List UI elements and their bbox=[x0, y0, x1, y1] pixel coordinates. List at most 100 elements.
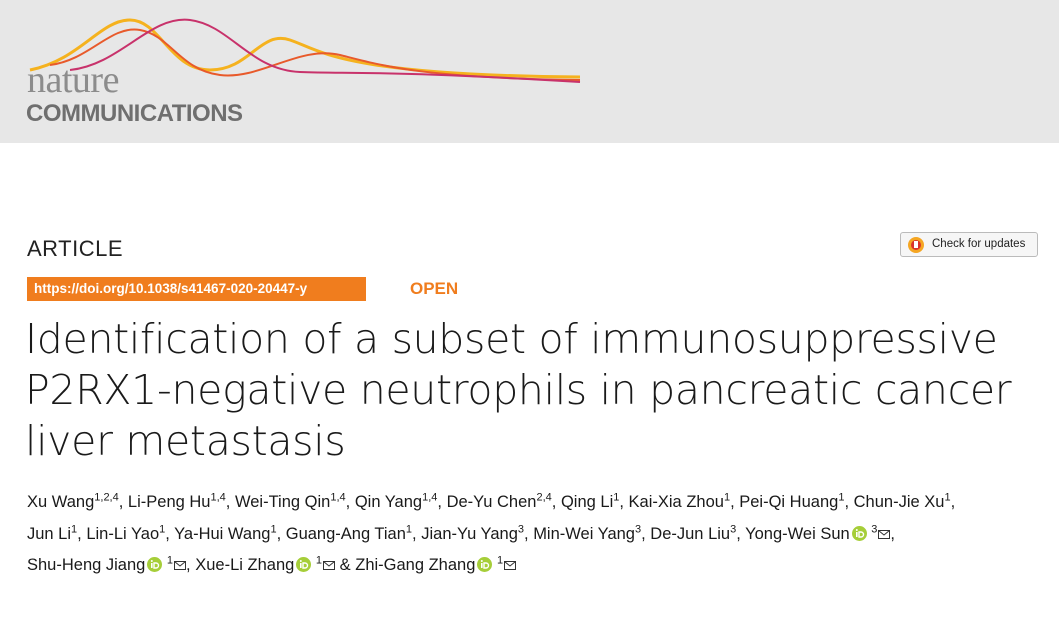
separator: , bbox=[641, 524, 646, 543]
email-icon[interactable] bbox=[323, 561, 336, 570]
separator: , bbox=[844, 493, 850, 511]
author-name: Guang-Ang Tian bbox=[285, 524, 406, 543]
email-icon[interactable] bbox=[174, 561, 187, 570]
separator: , bbox=[730, 493, 735, 511]
author: Min-Wei Yang3, bbox=[533, 523, 646, 543]
author-name: Qin Yang bbox=[354, 493, 423, 511]
author: Xu Wang1,2,4, bbox=[27, 491, 124, 511]
logo-waves bbox=[29, 18, 581, 83]
affiliation: 1 bbox=[838, 491, 845, 504]
author: Guang-Ang Tian1, bbox=[285, 523, 417, 543]
separator: & bbox=[339, 556, 351, 574]
affiliation: 1 bbox=[405, 523, 413, 535]
author-name: Xue-Li Zhang bbox=[195, 556, 295, 574]
affiliation: 2,4 bbox=[536, 491, 552, 504]
affiliation: 1 bbox=[166, 554, 174, 567]
author-name: Li-Peng Hu bbox=[127, 493, 211, 511]
author: Jun Li1, bbox=[27, 523, 82, 543]
separator: , bbox=[77, 524, 82, 543]
author-name: Zhi-Gang Zhang bbox=[355, 556, 476, 574]
author: Pei-Qi Huang1, bbox=[739, 491, 850, 511]
open-access: OPEN bbox=[410, 279, 459, 298]
article-type: ARTICLE bbox=[27, 236, 124, 261]
author-name: Kai-Xia Zhou bbox=[628, 493, 724, 511]
author: De-Jun Liu3, bbox=[650, 523, 741, 543]
author-name: Jian-Yu Yang bbox=[421, 524, 518, 543]
affiliation: 1,4 bbox=[330, 491, 346, 504]
author-name: De-Jun Liu bbox=[650, 524, 731, 543]
author: De-Yu Chen2,4, bbox=[446, 491, 557, 511]
separator: , bbox=[736, 524, 741, 543]
button-label: Check for updates bbox=[932, 238, 1026, 250]
affiliation: 1 bbox=[613, 491, 620, 504]
author-name: Yong-Wei Sun bbox=[745, 524, 850, 543]
author-name: De-Yu Chen bbox=[446, 493, 537, 511]
separator: , bbox=[412, 524, 417, 543]
author: Qing Li1, bbox=[560, 491, 624, 511]
author: Kai-Xia Zhou1, bbox=[628, 491, 735, 511]
affiliation: 3 bbox=[634, 523, 642, 535]
title-line: Identification of a subset of immunosupp… bbox=[25, 315, 998, 363]
affiliation: 1,2,4 bbox=[94, 491, 119, 504]
author-name: Pei-Qi Huang bbox=[739, 493, 839, 511]
separator: , bbox=[186, 556, 191, 574]
title-line: liver metastasis bbox=[25, 417, 346, 465]
separator: , bbox=[524, 524, 529, 543]
affiliation: 1 bbox=[159, 523, 166, 535]
separator: , bbox=[551, 493, 557, 511]
orcid-icon[interactable] bbox=[851, 525, 867, 541]
author-name: Qing Li bbox=[560, 493, 614, 511]
author-name: Wei-Ting Qin bbox=[234, 493, 331, 511]
author: Zhi-Gang Zhang 1 bbox=[355, 554, 517, 574]
affiliation: 3 bbox=[730, 523, 737, 535]
author: Chun-Jie Xu1, bbox=[853, 491, 956, 511]
author: Jian-Yu Yang3, bbox=[421, 523, 529, 543]
author: Yong-Wei Sun 3, bbox=[745, 523, 895, 543]
separator: , bbox=[345, 493, 351, 511]
affiliation: 1 bbox=[71, 523, 78, 535]
affiliation: 1,4 bbox=[210, 491, 226, 504]
header-banner: nature COMMUNICATIONS bbox=[0, 0, 1059, 143]
logo-text: nature bbox=[27, 59, 119, 101]
author-name: Lin-Li Yao bbox=[86, 524, 160, 543]
affiliation: 1 bbox=[496, 554, 504, 567]
orcid-icon[interactable] bbox=[477, 557, 493, 572]
affiliation: 1 bbox=[944, 491, 951, 504]
author: Xue-Li Zhang 1 & bbox=[195, 554, 351, 574]
separator: , bbox=[225, 493, 231, 511]
affiliation: 1 bbox=[723, 491, 731, 504]
affiliation: 3 bbox=[517, 523, 524, 535]
author-name: Chun-Jie Xu bbox=[853, 493, 945, 511]
email-icon[interactable] bbox=[878, 529, 891, 539]
author: Wei-Ting Qin1,4, bbox=[234, 491, 351, 511]
affiliation: 1,4 bbox=[422, 491, 438, 504]
separator: , bbox=[950, 493, 956, 511]
check-updates-button[interactable]: Check for updates bbox=[900, 232, 1038, 257]
author-name: Xu Wang bbox=[27, 493, 95, 511]
affiliation: 3 bbox=[871, 523, 878, 535]
email-icon[interactable] bbox=[504, 561, 517, 570]
doi-link[interactable]: https://doi.org/10.1038/s41467-020-20447… bbox=[27, 277, 366, 301]
separator: , bbox=[276, 524, 282, 543]
logo-text: COMMUNICATIONS bbox=[26, 100, 243, 127]
separator: , bbox=[118, 493, 124, 511]
article-title: Identification of a subset of immunosupp… bbox=[25, 314, 1012, 467]
author: Qin Yang1,4, bbox=[354, 491, 442, 511]
author-list: Xu Wang1,2,4, Li-Peng Hu1,4, Wei-Ting Qi… bbox=[27, 487, 987, 582]
author: Ya-Hui Wang1, bbox=[174, 523, 282, 543]
author-name: Shu-Heng Jiang bbox=[27, 556, 146, 574]
author-name: Min-Wei Yang bbox=[533, 524, 635, 543]
author-name: Jun Li bbox=[27, 524, 72, 543]
author-name: Ya-Hui Wang bbox=[174, 524, 271, 543]
affiliation: 1 bbox=[270, 523, 277, 535]
separator: , bbox=[619, 493, 624, 511]
orcid-icon[interactable] bbox=[296, 557, 312, 572]
affiliation: 1 bbox=[315, 554, 323, 567]
author: Shu-Heng Jiang 1, bbox=[27, 554, 191, 574]
separator: , bbox=[165, 524, 170, 543]
author: Lin-Li Yao1, bbox=[86, 523, 170, 543]
orcid-icon[interactable] bbox=[147, 557, 163, 572]
author: Li-Peng Hu1,4, bbox=[127, 491, 231, 511]
separator: , bbox=[890, 524, 895, 543]
